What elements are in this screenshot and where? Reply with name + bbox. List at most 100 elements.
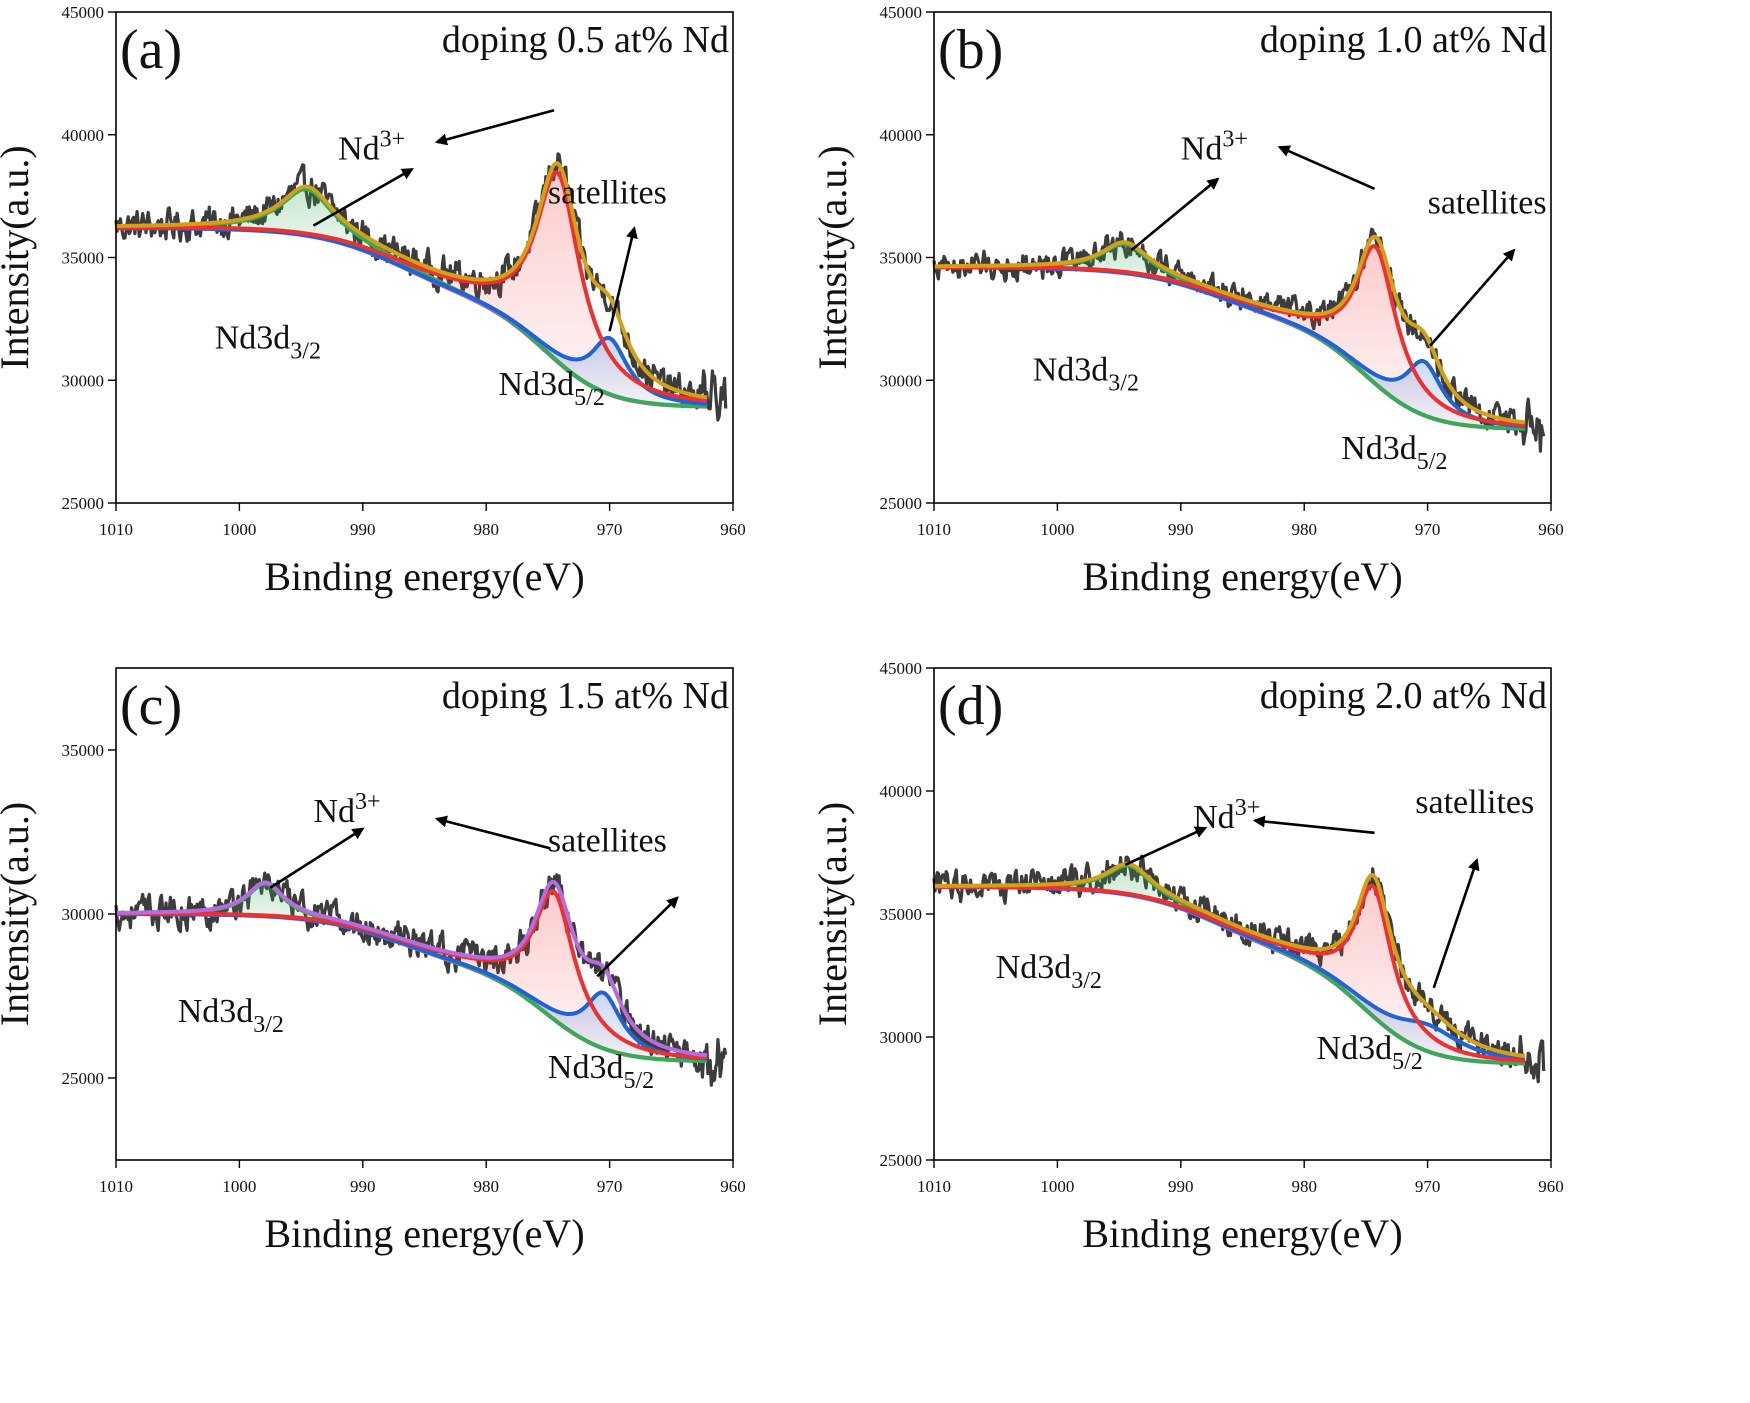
y-tick-label: 40000 xyxy=(62,126,105,145)
y-tick-label: 45000 xyxy=(880,3,923,22)
nd3d32-label: Nd3d3/2 xyxy=(996,949,1102,994)
peak-3d52-line xyxy=(933,244,1526,428)
nd3plus-arrow-3d52 xyxy=(1277,145,1376,190)
satellites-label: satellites xyxy=(1415,784,1534,821)
nd3plus-label: Nd3+ xyxy=(1181,126,1248,167)
y-tick-label: 30000 xyxy=(62,905,105,924)
x-axis-title: Binding energy(eV) xyxy=(1082,1211,1402,1256)
x-tick-label: 970 xyxy=(1415,1177,1441,1196)
panel-label: (a) xyxy=(120,19,182,81)
nd3d52-label: Nd3d5/2 xyxy=(548,1049,654,1094)
y-tick-label: 30000 xyxy=(880,371,923,390)
x-tick-label: 990 xyxy=(350,520,376,539)
panel-b: 1010 1000 990 980 970 960 25000 30000 35000 40000… xyxy=(810,3,1564,599)
x-tick-label: 990 xyxy=(1168,1177,1194,1196)
satellites-arrow xyxy=(608,226,638,332)
x-tick-label: 960 xyxy=(1538,1177,1564,1196)
panel-c: 1010 1000 990 980 970 960 25000 30000 35000 Bindi… xyxy=(0,667,746,1256)
x-tick-label: 970 xyxy=(597,1177,623,1196)
panel-label: (b) xyxy=(938,19,1003,81)
nd3plus-arrow-3d32 xyxy=(312,167,414,227)
nd3plus-arrow-3d52 xyxy=(1252,815,1375,835)
y-tick-label: 25000 xyxy=(880,1151,923,1170)
y-tick-label: 25000 xyxy=(880,494,923,513)
doping-label: doping 1.0 at% Nd xyxy=(1260,19,1547,61)
y-tick-label: 30000 xyxy=(880,1028,923,1047)
y-tick-label: 35000 xyxy=(880,905,923,924)
x-tick-label: 970 xyxy=(1415,520,1441,539)
y-tick-label: 45000 xyxy=(62,3,105,22)
plot-frame xyxy=(115,11,734,504)
peak-3d52-area xyxy=(436,891,659,1060)
satellites-arrow xyxy=(1432,857,1480,989)
y-axis-title: Intensity(a.u.) xyxy=(810,145,855,369)
y-tick-label: 45000 xyxy=(880,659,923,678)
x-axis-title: Binding energy(eV) xyxy=(264,1211,584,1256)
peak-3d52-line xyxy=(115,170,708,403)
satellites-arrow xyxy=(596,896,679,978)
fit-envelope-line xyxy=(933,234,1526,425)
fit-envelope-line xyxy=(115,879,708,1058)
x-tick-label: 980 xyxy=(1291,1177,1317,1196)
satellite-area xyxy=(535,337,672,406)
x-tick-label: 1000 xyxy=(1040,1177,1074,1196)
fit-envelope-line xyxy=(115,161,708,400)
nd3plus-arrow-3d32 xyxy=(1124,826,1208,866)
doping-label: doping 2.0 at% Nd xyxy=(1260,675,1547,717)
x-tick-label: 1010 xyxy=(917,1177,951,1196)
x-tick-label: 980 xyxy=(473,1177,499,1196)
satellites-label: satellites xyxy=(548,823,667,860)
x-tick-label: 960 xyxy=(720,1177,746,1196)
fit-envelope-line xyxy=(933,861,1526,1059)
x-tick-label: 970 xyxy=(597,520,623,539)
doping-label: doping 0.5 at% Nd xyxy=(442,19,729,61)
panel-d: 1010 1000 990 980 970 960 25000 30000 35000 40000… xyxy=(810,659,1564,1256)
nd3d52-label: Nd3d5/2 xyxy=(499,366,605,411)
x-tick-label: 980 xyxy=(473,520,499,539)
y-tick-label: 40000 xyxy=(880,782,923,801)
nd3plus-arrow-3d52 xyxy=(434,108,555,146)
doping-label: doping 1.5 at% Nd xyxy=(442,675,729,717)
nd3d32-label: Nd3d3/2 xyxy=(1033,351,1139,396)
x-tick-label: 990 xyxy=(1168,520,1194,539)
x-tick-label: 1010 xyxy=(99,1177,133,1196)
x-tick-label: 1000 xyxy=(222,1177,256,1196)
nd3d32-label: Nd3d3/2 xyxy=(178,993,284,1038)
y-tick-label: 35000 xyxy=(62,741,105,760)
peak-3d52-area xyxy=(1254,246,1477,427)
peak-3d32-area xyxy=(1038,243,1212,295)
nd3d52-label: Nd3d5/2 xyxy=(1341,430,1447,475)
x-tick-label: 1000 xyxy=(1040,520,1074,539)
panel-label: (c) xyxy=(120,675,182,737)
nd3plus-label: Nd3+ xyxy=(313,789,380,830)
x-tick-label: 1000 xyxy=(222,520,256,539)
y-tick-label: 25000 xyxy=(62,494,105,513)
y-tick-label: 25000 xyxy=(62,1069,105,1088)
y-axis-title: Intensity(a.u.) xyxy=(0,802,37,1026)
satellites-arrow xyxy=(1429,248,1516,347)
panel-label: (d) xyxy=(938,675,1003,737)
x-tick-label: 1010 xyxy=(917,520,951,539)
x-tick-label: 960 xyxy=(1538,520,1564,539)
nd3d32-label: Nd3d3/2 xyxy=(215,319,321,364)
panel-a: 1010 1000 990 980 970 960 25000 30000 35000 40000… xyxy=(0,3,746,599)
x-tick-label: 960 xyxy=(720,520,746,539)
nd3d52-label: Nd3d5/2 xyxy=(1317,1030,1423,1075)
x-tick-label: 980 xyxy=(1291,520,1317,539)
satellites-label: satellites xyxy=(548,174,667,211)
y-axis-title: Intensity(a.u.) xyxy=(0,145,37,369)
y-tick-label: 35000 xyxy=(62,249,105,268)
y-tick-label: 35000 xyxy=(880,249,923,268)
x-axis-title: Binding energy(eV) xyxy=(264,554,584,599)
nd3plus-arrow-3d52 xyxy=(434,815,551,850)
peak-3d52-area xyxy=(1254,885,1477,1062)
nd3plus-arrow-3d32 xyxy=(269,827,365,889)
peak-3d52-line xyxy=(933,883,1526,1063)
satellites-label: satellites xyxy=(1428,184,1547,221)
x-axis-title: Binding energy(eV) xyxy=(1082,554,1402,599)
x-tick-label: 1010 xyxy=(99,520,133,539)
x-tick-label: 990 xyxy=(350,1177,376,1196)
nd3plus-arrow-3d32 xyxy=(1130,177,1220,252)
nd3plus-label: Nd3+ xyxy=(338,126,405,167)
